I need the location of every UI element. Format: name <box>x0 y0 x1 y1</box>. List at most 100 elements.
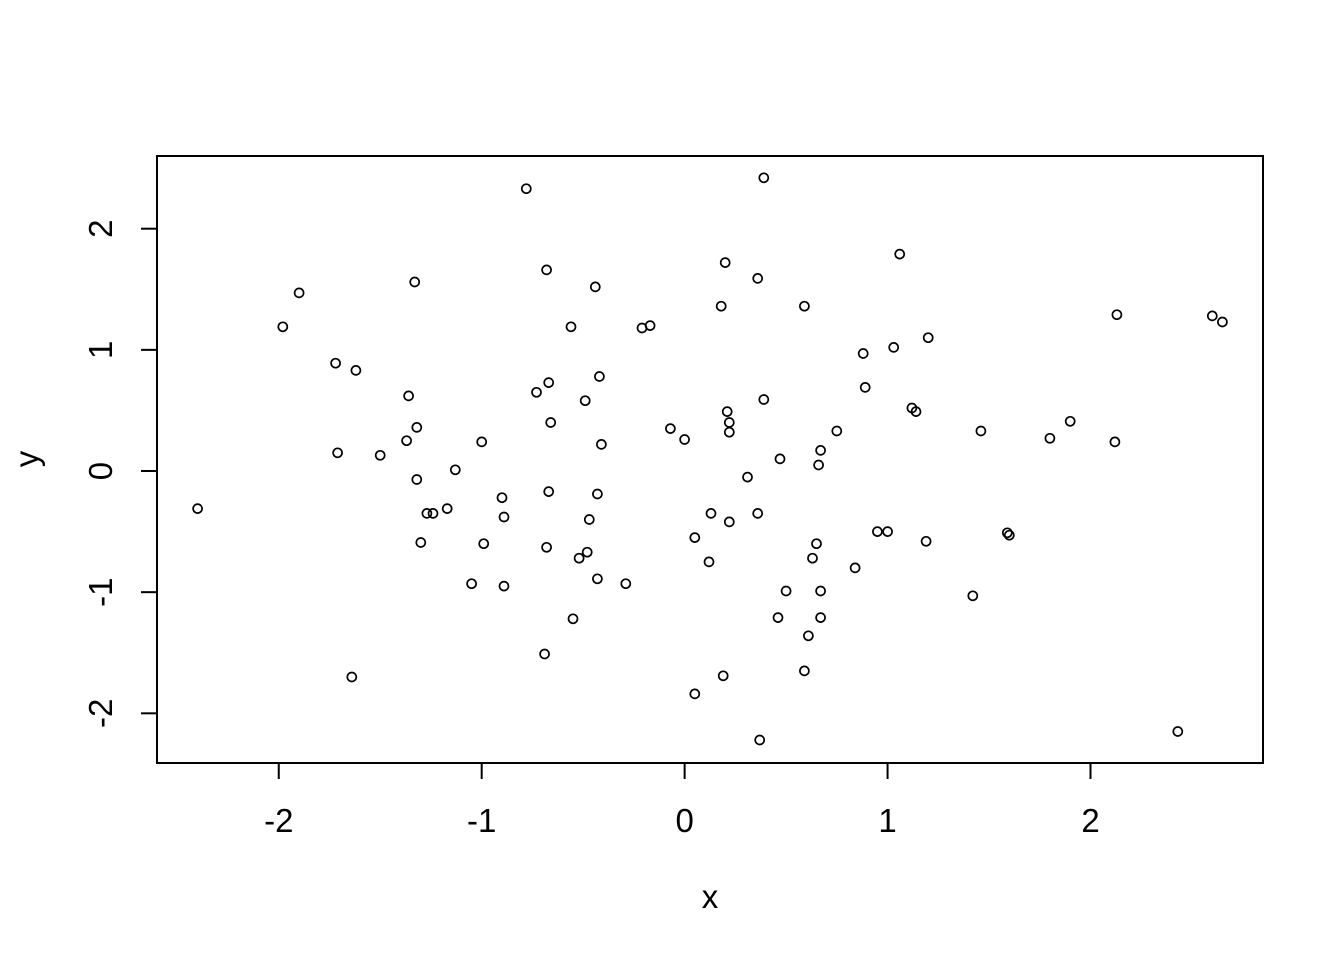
data-point <box>754 734 766 746</box>
data-point <box>539 648 550 660</box>
data-points <box>192 172 1228 746</box>
data-point <box>332 447 343 459</box>
x-tick-label: -1 <box>467 802 496 839</box>
data-point <box>421 508 433 519</box>
data-point <box>449 464 461 476</box>
data-point <box>478 538 490 550</box>
data-point <box>872 526 883 537</box>
data-point <box>689 532 701 543</box>
data-point <box>411 474 423 485</box>
data-point <box>583 514 595 525</box>
data-point <box>498 511 510 523</box>
data-point <box>849 562 861 574</box>
data-point <box>350 365 362 376</box>
data-point <box>705 508 717 519</box>
data-point <box>813 459 824 471</box>
data-point <box>441 503 453 514</box>
data-point <box>498 580 510 592</box>
data-point <box>466 578 477 590</box>
x-tick-label: -2 <box>264 802 293 839</box>
data-point <box>703 556 715 568</box>
data-point <box>581 546 593 558</box>
data-point <box>1044 432 1056 444</box>
data-point <box>596 439 607 450</box>
data-point <box>780 585 792 597</box>
x-tick-label: 1 <box>878 802 896 839</box>
data-point <box>374 449 386 461</box>
data-point <box>774 453 786 465</box>
data-point <box>799 300 810 312</box>
data-point <box>644 320 656 331</box>
data-point <box>758 394 770 405</box>
data-point <box>910 406 922 417</box>
x-tick-label: 0 <box>675 802 693 839</box>
data-point <box>592 573 603 585</box>
data-point <box>427 508 439 519</box>
y-axis-ticks: -2 -1 0 1 2 <box>82 220 157 728</box>
y-axis-label: y <box>8 450 45 467</box>
data-point <box>811 538 822 550</box>
data-point <box>409 276 421 288</box>
data-point <box>1111 309 1123 321</box>
data-point <box>815 585 826 597</box>
data-point <box>573 552 585 564</box>
data-point <box>476 436 488 448</box>
data-point <box>415 537 427 548</box>
data-point <box>807 552 818 564</box>
data-point <box>541 264 552 276</box>
data-point <box>717 670 729 682</box>
data-point <box>541 541 552 553</box>
data-point <box>579 395 591 407</box>
y-tick-label: 1 <box>82 341 119 359</box>
data-point <box>1206 310 1218 322</box>
data-point <box>975 425 987 437</box>
data-point <box>401 435 412 447</box>
data-point <box>882 526 893 537</box>
data-point <box>567 613 579 625</box>
data-point <box>772 612 784 623</box>
data-point <box>1001 527 1013 539</box>
data-point <box>403 390 414 402</box>
data-point <box>758 172 770 184</box>
x-axis-ticks: -2 -1 0 1 2 <box>264 763 1100 839</box>
data-point <box>293 287 305 299</box>
y-tick-label: 0 <box>82 462 119 480</box>
data-point <box>752 273 764 284</box>
data-point <box>715 300 727 312</box>
data-point <box>888 342 900 353</box>
data-point <box>620 578 632 590</box>
data-point <box>1172 726 1184 737</box>
data-point <box>967 590 979 602</box>
data-point <box>1217 316 1228 328</box>
data-point <box>1003 529 1015 541</box>
data-point <box>721 406 733 417</box>
data-point <box>543 377 555 388</box>
data-point <box>752 508 764 519</box>
data-point <box>723 516 735 528</box>
data-point <box>330 357 341 369</box>
data-point <box>545 417 557 428</box>
data-point <box>922 332 934 344</box>
data-point <box>719 257 731 268</box>
data-point <box>543 486 555 497</box>
data-point <box>592 488 603 500</box>
data-point <box>496 492 508 504</box>
x-tick-label: 2 <box>1081 802 1099 839</box>
data-point <box>815 612 826 623</box>
data-point <box>857 348 869 359</box>
data-point <box>723 426 735 438</box>
plot-box <box>156 155 1264 764</box>
y-tick-label: 2 <box>82 220 119 238</box>
data-point <box>192 503 203 514</box>
data-point <box>1109 436 1121 448</box>
data-point <box>520 183 532 195</box>
data-point <box>894 248 906 260</box>
data-point <box>665 423 676 434</box>
y-tick-label: -1 <box>82 577 119 606</box>
data-point <box>594 371 605 382</box>
data-point <box>799 665 810 677</box>
x-axis-label: x <box>702 878 719 915</box>
data-point <box>346 671 358 683</box>
